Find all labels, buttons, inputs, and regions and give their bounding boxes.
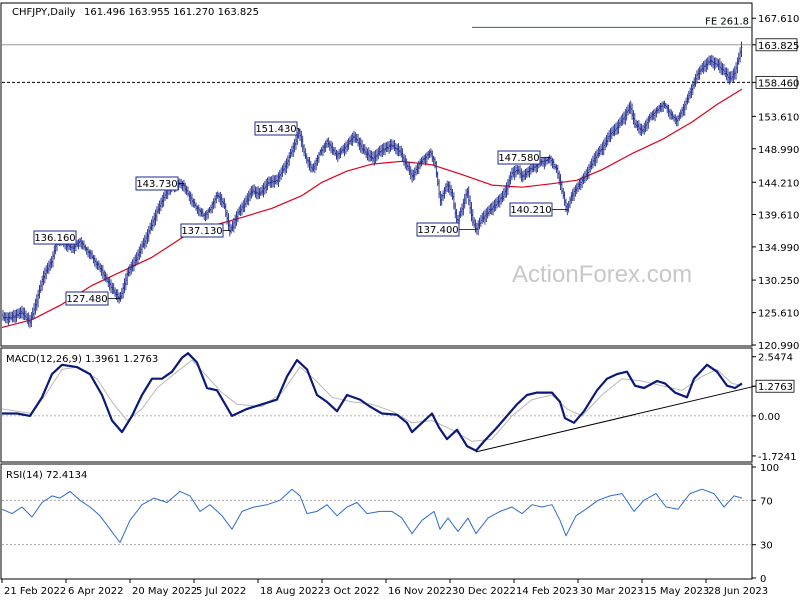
macd-tick-label-3: -1.7241 (758, 452, 797, 463)
macd-signal-line (1, 359, 743, 442)
price-tick-label-3: 153.610 (758, 112, 799, 123)
macd-axis: 2.5474 1.2763 0.00 -1.7241 (752, 353, 797, 463)
rsi-title: RSI(14) 72.4134 (6, 470, 87, 481)
price-tick-label-10: 120.990 (758, 341, 799, 352)
price-marker-2 (755, 75, 798, 89)
annotation-box-4 (254, 121, 298, 136)
price-tick-label-4: 148.990 (758, 145, 799, 156)
date-tick-label-2: 20 May 2022 (132, 586, 197, 597)
date-tick-label-10: 15 May 2023 (644, 586, 709, 597)
watermark: ActionForex.com (512, 261, 692, 288)
date-tick-label-7: 30 Dec 2022 (452, 586, 516, 597)
annotation-label-5: 147.580 (498, 153, 539, 164)
rsi-tick-label-1: 70 (760, 496, 773, 507)
annotation-box-6 (416, 222, 460, 237)
price-panel-frame (0, 2, 753, 347)
price-tick-label-6: 139.610 (758, 210, 799, 221)
price-annotations: 136.160 127.480 143.730 137.130 151.430 147.5… (33, 121, 568, 306)
macd-panel: MACD(12,26,9) 1.3961 1.2763 2.5474 1.2763… (0, 347, 797, 463)
date-tick-label-11: 28 Jun 2023 (708, 586, 768, 597)
rsi-tick-label-0: 100 (760, 463, 779, 474)
annotation-box-7 (509, 202, 553, 217)
annotation-label-6: 137.400 (417, 225, 458, 236)
macd-tick-label-1: 1.2763 (758, 382, 793, 393)
macd-title: MACD(12,26,9) 1.3961 1.2763 (6, 354, 158, 365)
rsi-tick-label-2: 30 (760, 541, 773, 552)
date-tick-label-3: 5 Jul 2022 (196, 586, 246, 597)
rsi-axis: 100 70 30 0 (752, 463, 779, 585)
annotation-label-3: 137.130 (181, 226, 222, 237)
annotation-box-0 (33, 230, 77, 245)
date-tick-label-8: 14 Feb 2023 (516, 586, 578, 597)
annotation-label-0: 136.160 (34, 233, 75, 244)
annotation-label-7: 140.210 (510, 205, 551, 216)
macd-marker (755, 379, 795, 393)
moving-average-series (1, 88, 743, 328)
annotation-label-4: 151.430 (255, 124, 296, 135)
price-axis: 167.610 163.825 158.460 153.610 148.990 144.2… (752, 14, 799, 352)
date-tick-label-5: 3 Oct 2022 (324, 586, 379, 597)
price-tick-label-7: 134.990 (758, 243, 799, 254)
price-tick-label-1: 163.825 (758, 41, 799, 52)
price-tick-label-5: 144.210 (758, 178, 799, 189)
annotation-box-1 (65, 291, 109, 306)
price-marker-1 (755, 38, 798, 52)
date-tick-label-1: 6 Apr 2022 (68, 586, 123, 597)
rsi-panel-frame (0, 463, 753, 580)
date-tick-label-9: 30 Mar 2023 (580, 586, 643, 597)
rsi-line (1, 488, 743, 543)
date-tick-label-6: 16 Nov 2022 (388, 586, 452, 597)
price-tick-label-2: 158.460 (758, 78, 799, 89)
macd-trendline (475, 385, 758, 453)
ohlc-label: 161.496 163.955 161.270 163.825 (84, 7, 259, 18)
price-panel: ActionForex.com CHFJPY,Daily 161.496 163… (0, 2, 799, 352)
annotation-label-1: 127.480 (66, 294, 107, 305)
price-levels: FE 261.8 (2, 16, 752, 83)
rsi-panel: RSI(14) 72.4134 100 70 30 0 (0, 463, 779, 585)
macd-tick-label-2: 0.00 (758, 412, 780, 423)
annotation-box-3 (180, 223, 224, 238)
macd-tick-label-0: 2.5474 (758, 353, 793, 364)
price-tick-label-0: 167.610 (758, 14, 799, 25)
macd-series (1, 352, 758, 453)
rsi-tick-label-3: 0 (760, 574, 766, 585)
annotation-box-5 (497, 150, 541, 165)
rsi-series (1, 488, 743, 543)
symbol-label: CHFJPY,Daily (12, 7, 76, 18)
moving-average-line (1, 88, 743, 328)
fe-level-label: FE 261.8 (705, 16, 749, 27)
macd-line (2, 352, 743, 452)
annotation-box-2 (135, 176, 179, 191)
rsi-grid (2, 499, 752, 546)
macd-panel-frame (0, 347, 753, 463)
date-tick-label-4: 18 Aug 2022 (260, 586, 324, 597)
annotation-label-2: 143.730 (136, 179, 177, 190)
price-tick-label-9: 125.610 (758, 309, 799, 320)
price-tick-label-8: 130.250 (758, 276, 799, 287)
date-tick-label-0: 21 Feb 2022 (4, 586, 66, 597)
